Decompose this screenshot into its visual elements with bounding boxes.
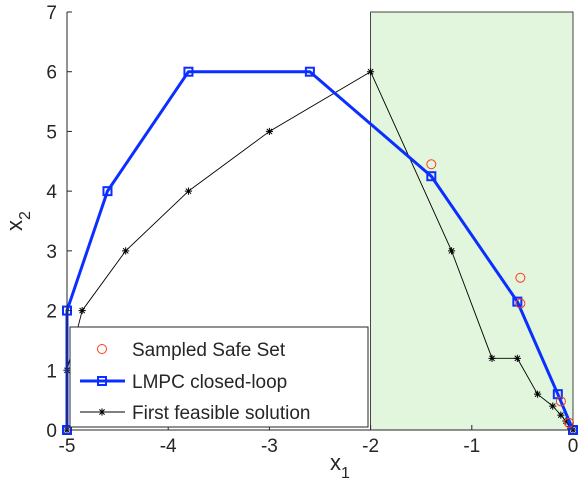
y-tick-label: 4 (46, 182, 57, 203)
x-axis-label: x1 (330, 450, 350, 482)
axes-layer: -5 -4 -3 -2 -1 0 0 1 2 3 4 5 6 7 x1 x2 (2, 3, 578, 482)
y-tick-label: 7 (46, 3, 57, 24)
data-point (549, 402, 557, 410)
data-point (447, 247, 456, 255)
y-tick-label: 2 (46, 302, 57, 323)
y-tick-label: 5 (46, 122, 57, 143)
legend-label: First feasible solution (132, 403, 310, 424)
data-point (122, 247, 130, 255)
legend-swatch-marker (98, 408, 106, 416)
x-tick-label: -4 (160, 436, 177, 457)
legend-item: Sampled Safe Set (97, 340, 286, 361)
series-sampled-safe-set (426, 159, 574, 428)
data-point (562, 417, 570, 425)
legend-label: Sampled Safe Set (132, 340, 286, 361)
data-point (513, 354, 521, 362)
data-point (183, 66, 194, 77)
data-point (555, 396, 566, 407)
legend-label: LMPC closed-loop (132, 372, 287, 393)
x-tick-label: 0 (568, 436, 579, 457)
legend: Sampled Safe Set LMPC closed-loop First fe… (69, 326, 369, 428)
data-point (265, 127, 273, 136)
legend-swatch-marker (97, 344, 107, 354)
series-layer (62, 66, 578, 435)
legend-item: First feasible solution (80, 403, 310, 424)
data-point (426, 159, 437, 170)
data-point (515, 298, 526, 309)
legend-swatch-marker (97, 376, 107, 386)
x-tick-label: -5 (59, 436, 76, 457)
legend-item: LMPC closed-loop (80, 372, 287, 393)
data-point (515, 272, 526, 283)
x-tick-label: -3 (261, 436, 278, 457)
data-point (102, 186, 113, 197)
data-point (367, 68, 375, 76)
y-tick-label: 6 (46, 63, 57, 84)
data-point (533, 390, 542, 398)
y-axis-label: x2 (2, 211, 34, 231)
legend-box (69, 326, 369, 428)
shaded-region (370, 11, 574, 431)
y-tick-label: 0 (46, 421, 57, 442)
y-tick-label: 3 (46, 242, 57, 263)
x-tick-label: -2 (362, 436, 379, 457)
x-tick-label: -1 (463, 436, 480, 457)
data-point (184, 187, 193, 195)
data-point (488, 354, 496, 362)
data-point (426, 171, 437, 182)
data-point (557, 411, 565, 419)
y-tick-label: 1 (46, 361, 57, 382)
data-point (78, 306, 86, 315)
series-first-feasible-solution (63, 68, 577, 434)
data-point (563, 417, 574, 428)
data-point (304, 66, 315, 77)
series-line (65, 70, 575, 431)
series-line (66, 71, 574, 431)
data-point (512, 296, 523, 307)
